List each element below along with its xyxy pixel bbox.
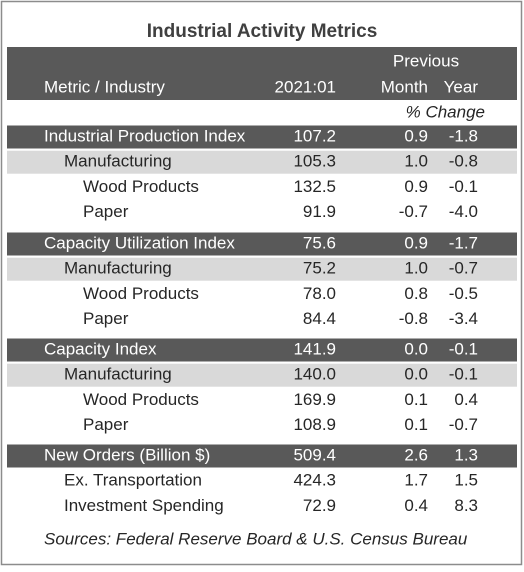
row-label: Wood Products bbox=[83, 390, 199, 409]
row-value: 0.1 bbox=[404, 415, 428, 434]
row-value: 91.9 bbox=[303, 202, 336, 221]
row-label: Wood Products bbox=[83, 284, 199, 303]
row-value: 0.0 bbox=[404, 365, 428, 384]
subrow-band bbox=[7, 257, 517, 281]
row-value: 1.7 bbox=[404, 471, 428, 490]
row-value: 0.9 bbox=[404, 126, 428, 145]
row-value: 75.2 bbox=[303, 259, 336, 278]
row-value: 1.5 bbox=[454, 471, 478, 490]
row-value: 140.0 bbox=[293, 365, 336, 384]
row-value: 1.0 bbox=[404, 259, 428, 278]
row-value: 509.4 bbox=[293, 445, 336, 464]
row-label: Paper bbox=[83, 415, 129, 434]
row-value: 105.3 bbox=[293, 152, 336, 171]
section-band bbox=[7, 444, 517, 468]
row-value: 1.0 bbox=[404, 152, 428, 171]
row-value: 132.5 bbox=[293, 177, 336, 196]
row-value: 0.4 bbox=[404, 496, 428, 515]
row-value: 8.3 bbox=[454, 496, 478, 515]
section-band bbox=[7, 232, 517, 256]
row-value: 141.9 bbox=[293, 339, 336, 358]
row-value: 1.3 bbox=[454, 445, 478, 464]
row-value: -0.5 bbox=[449, 284, 478, 303]
row-value: 78.0 bbox=[303, 284, 336, 303]
row-label: Paper bbox=[83, 202, 129, 221]
section-band bbox=[7, 125, 517, 149]
row-label: Manufacturing bbox=[64, 365, 172, 384]
subrow-band bbox=[7, 363, 517, 387]
row-value: -0.8 bbox=[399, 309, 428, 328]
header-metric: Metric / Industry bbox=[44, 77, 165, 96]
row-value: 0.9 bbox=[404, 233, 428, 252]
row-value: -3.4 bbox=[449, 309, 478, 328]
row-value: 2.6 bbox=[404, 445, 428, 464]
row-value: -0.7 bbox=[449, 415, 478, 434]
row-label: Paper bbox=[83, 309, 129, 328]
row-value: -4.0 bbox=[449, 202, 478, 221]
row-value: -1.7 bbox=[449, 233, 478, 252]
header-previous: Previous bbox=[393, 51, 459, 70]
row-value: 0.9 bbox=[404, 177, 428, 196]
row-value: 108.9 bbox=[293, 415, 336, 434]
row-label: Industrial Production Index bbox=[44, 126, 246, 145]
row-value: -0.1 bbox=[449, 339, 478, 358]
row-value: -1.8 bbox=[449, 126, 478, 145]
row-value: 72.9 bbox=[303, 496, 336, 515]
row-value: 424.3 bbox=[293, 471, 336, 490]
row-value: 0.0 bbox=[404, 339, 428, 358]
row-label: Capacity Index bbox=[44, 339, 157, 358]
header-period: 2021:01 bbox=[275, 77, 336, 96]
row-value: 169.9 bbox=[293, 390, 336, 409]
header-month: Month bbox=[381, 77, 428, 96]
row-value: 107.2 bbox=[293, 126, 336, 145]
row-label: Capacity Utilization Index bbox=[44, 233, 235, 252]
row-value: 0.4 bbox=[454, 390, 478, 409]
header-change: % Change bbox=[406, 102, 485, 121]
source: Sources: Federal Reserve Board & U.S. Ce… bbox=[44, 529, 468, 548]
subrow-band bbox=[7, 150, 517, 174]
header-band bbox=[7, 47, 517, 100]
row-label: Investment Spending bbox=[64, 496, 224, 515]
row-label: New Orders (Billion $) bbox=[44, 445, 210, 464]
row-value: -0.8 bbox=[449, 152, 478, 171]
row-value: -0.7 bbox=[399, 202, 428, 221]
header-year: Year bbox=[444, 77, 479, 96]
row-value: 75.6 bbox=[303, 233, 336, 252]
table-body: Industrial Production Index 107.2 0.9 -1.8 M… bbox=[7, 125, 517, 515]
row-value: 0.8 bbox=[404, 284, 428, 303]
title: Industrial Activity Metrics bbox=[147, 21, 378, 42]
row-value: -0.1 bbox=[449, 365, 478, 384]
row-value: 84.4 bbox=[303, 309, 336, 328]
section-band bbox=[7, 338, 517, 362]
row-label: Ex. Transportation bbox=[64, 471, 202, 490]
row-label: Manufacturing bbox=[64, 259, 172, 278]
row-label: Wood Products bbox=[83, 177, 199, 196]
row-value: -0.1 bbox=[449, 177, 478, 196]
row-value: -0.7 bbox=[449, 259, 478, 278]
row-label: Manufacturing bbox=[64, 152, 172, 171]
row-value: 0.1 bbox=[404, 390, 428, 409]
